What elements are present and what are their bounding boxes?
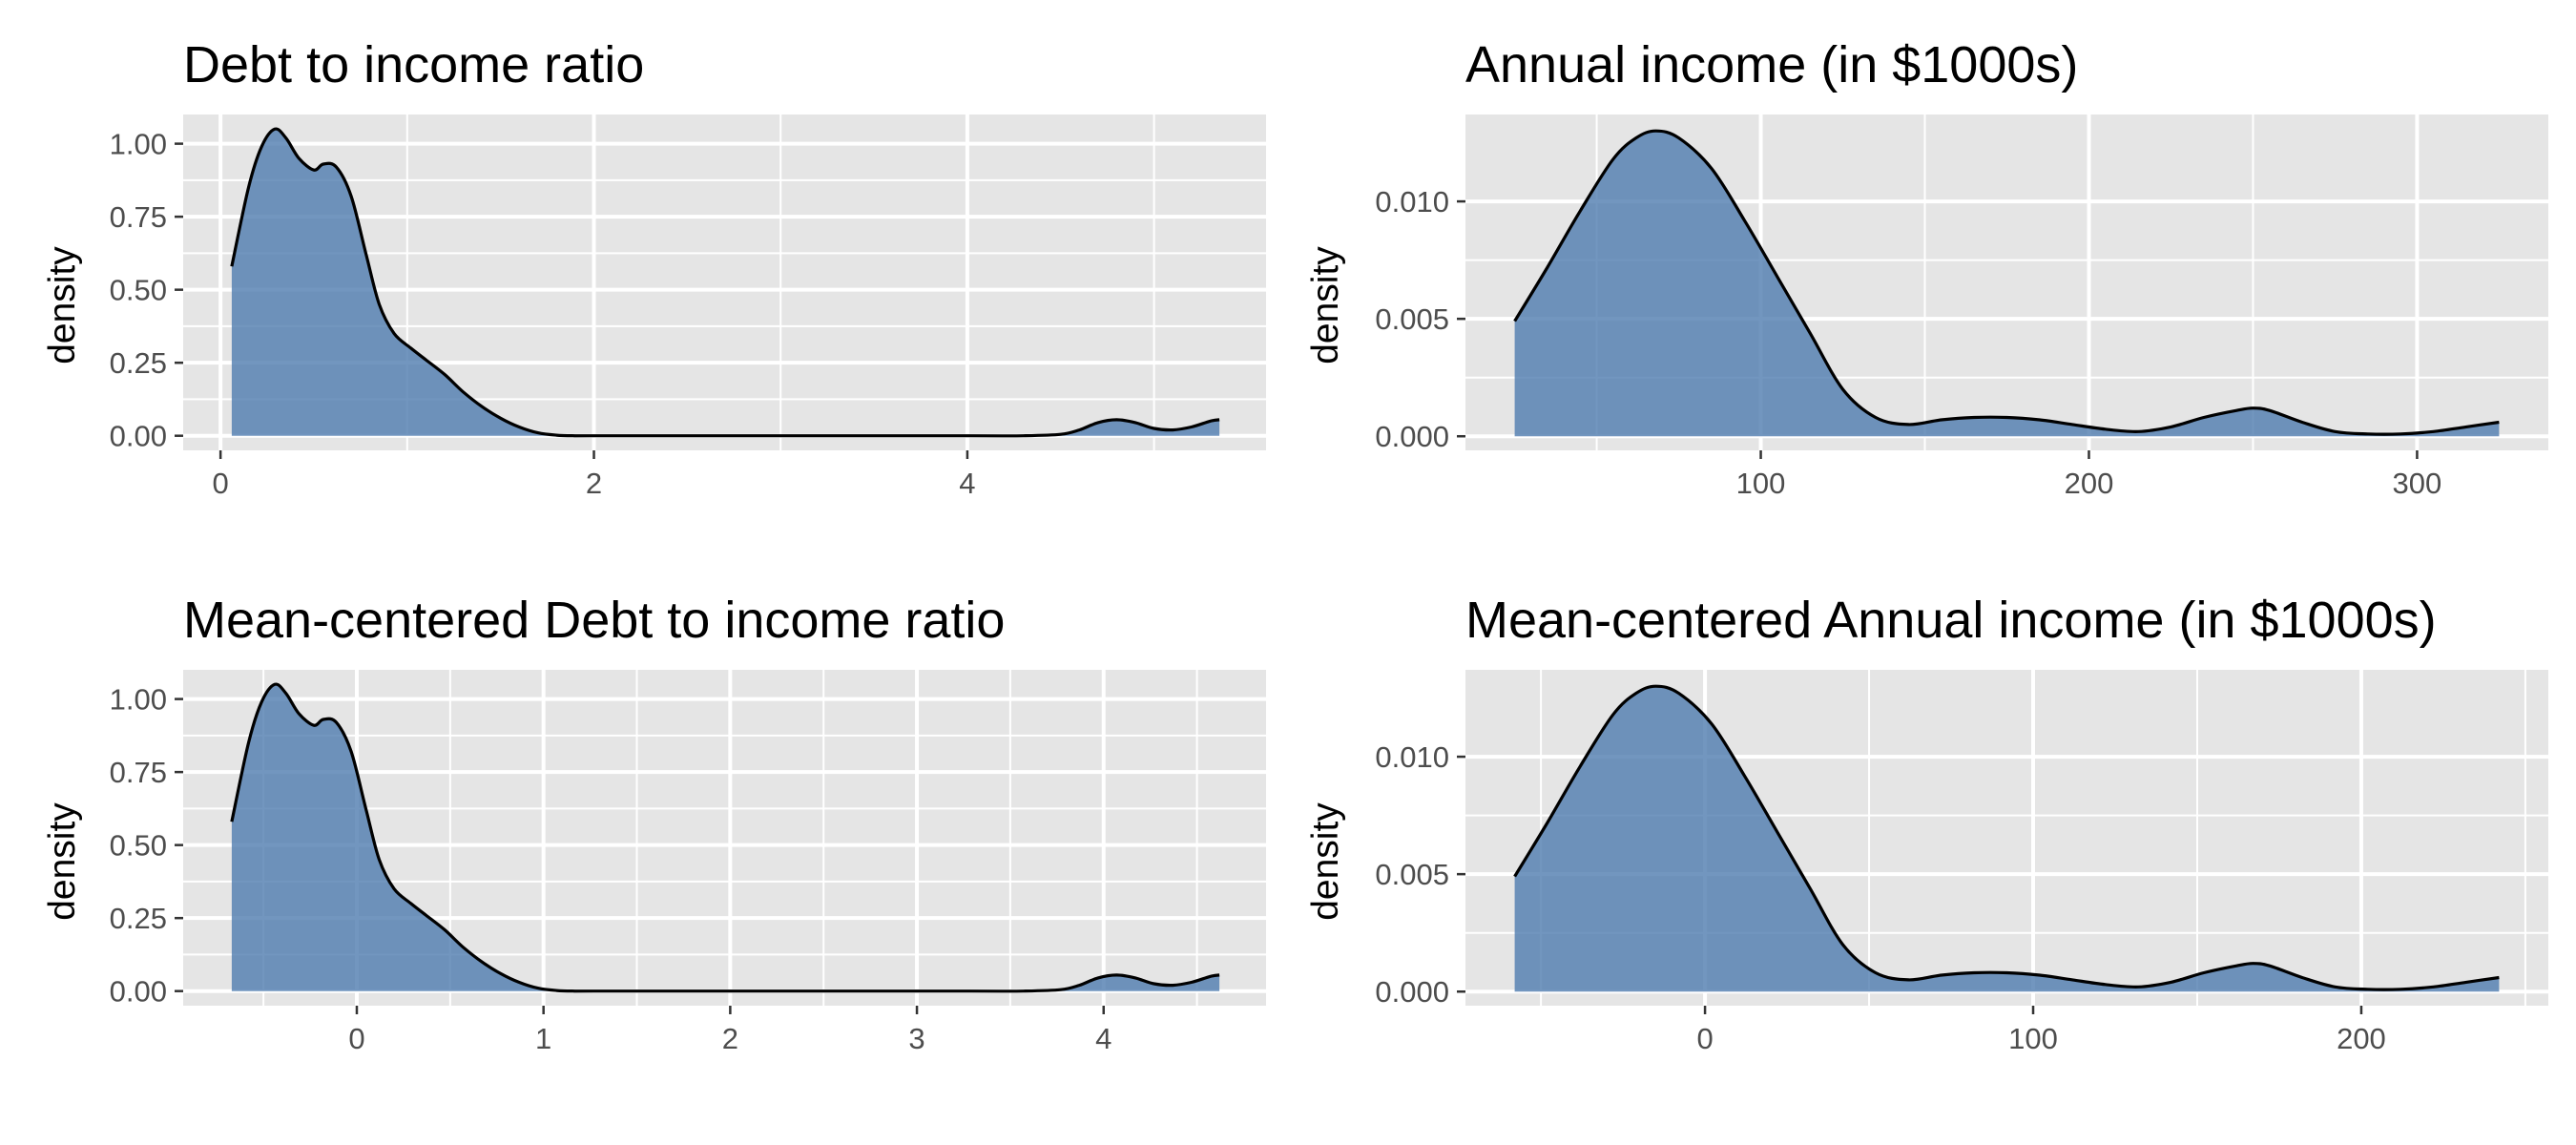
y-tick-label: 0.005 (1375, 858, 1449, 891)
x-tick-label: 0 (213, 467, 229, 500)
x-tick-label: 200 (2065, 467, 2114, 500)
density-panel-mean-centered-debt-to-income: Mean-centered Debt to income ratio densi… (42, 592, 1266, 1055)
x-tick-label: 100 (2008, 1022, 2058, 1055)
y-tick-label: 0.010 (1375, 185, 1449, 219)
density-curve (230, 682, 1220, 993)
density-panel-debt-to-income: Debt to income ratio density 0 2 4 0.00 0.25… (42, 36, 1266, 500)
y-tick-label: 0.000 (1375, 975, 1449, 1009)
x-tick-label: 2 (722, 1022, 738, 1055)
y-tick-label: 0.50 (110, 274, 167, 307)
density-area (1514, 131, 2500, 437)
y-axis-label: density (42, 802, 83, 921)
y-axis-label: density (1305, 802, 1346, 921)
y-tick-label: 0.00 (110, 420, 167, 453)
y-tick-label: 0.25 (110, 346, 167, 380)
y-tick-label: 1.00 (110, 128, 167, 161)
x-tick-label: 200 (2337, 1022, 2386, 1055)
y-tick-label: 0.000 (1375, 420, 1449, 453)
y-axis-label: density (1305, 246, 1346, 364)
y-tick-label: 1.00 (110, 683, 167, 717)
x-tick-label: 2 (586, 467, 602, 500)
x-tick-label: 0 (1696, 1022, 1713, 1055)
y-tick-label: 0.00 (110, 975, 167, 1009)
density-area (1514, 686, 2500, 992)
panel-title: Mean-centered Annual income (in $1000s) (1465, 592, 2437, 649)
y-tick-label: 0.75 (110, 756, 167, 789)
y-tick-label: 0.005 (1375, 302, 1449, 336)
density-panel-annual-income: Annual income (in $1000s) density 100 200… (1305, 36, 2548, 500)
y-tick-label: 0.010 (1375, 740, 1449, 774)
y-tick-label: 0.50 (110, 829, 167, 863)
density-curve (230, 127, 1220, 438)
x-tick-label: 3 (908, 1022, 924, 1055)
density-area (231, 129, 1220, 436)
x-tick-label: 0 (348, 1022, 364, 1055)
x-tick-label: 1 (535, 1022, 551, 1055)
panel-title: Annual income (in $1000s) (1465, 36, 2078, 94)
y-tick-label: 0.25 (110, 902, 167, 935)
panel-title: Debt to income ratio (183, 36, 644, 94)
x-tick-label: 100 (1736, 467, 1786, 500)
x-tick-label: 300 (2393, 467, 2442, 500)
density-panel-mean-centered-annual-income: Mean-centered Annual income (in $1000s) … (1305, 592, 2548, 1055)
density-area (231, 684, 1220, 991)
x-tick-label: 4 (1095, 1022, 1111, 1055)
density-curve (1513, 129, 2500, 436)
panel-title: Mean-centered Debt to income ratio (183, 592, 1005, 649)
x-tick-label: 4 (959, 467, 975, 500)
density-curve (1513, 684, 2500, 991)
y-tick-label: 0.75 (110, 200, 167, 234)
y-axis-label: density (42, 246, 83, 364)
